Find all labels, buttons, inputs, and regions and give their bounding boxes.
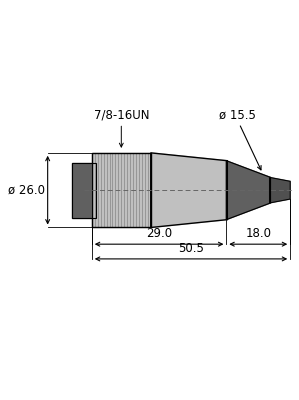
Text: 29.0: 29.0 (146, 227, 172, 240)
Bar (72, 163, 96, 218)
Text: 18.0: 18.0 (245, 227, 271, 240)
Polygon shape (226, 161, 271, 220)
Text: ø 15.5: ø 15.5 (219, 108, 256, 122)
Bar (72, 163, 96, 218)
Text: 50.5: 50.5 (178, 242, 204, 255)
Text: 7/8-16UN: 7/8-16UN (94, 108, 149, 122)
Polygon shape (151, 153, 227, 228)
Bar (92, 153, 151, 228)
Polygon shape (269, 178, 290, 203)
Bar (92, 153, 151, 228)
Text: ø 26.0: ø 26.0 (8, 184, 45, 197)
